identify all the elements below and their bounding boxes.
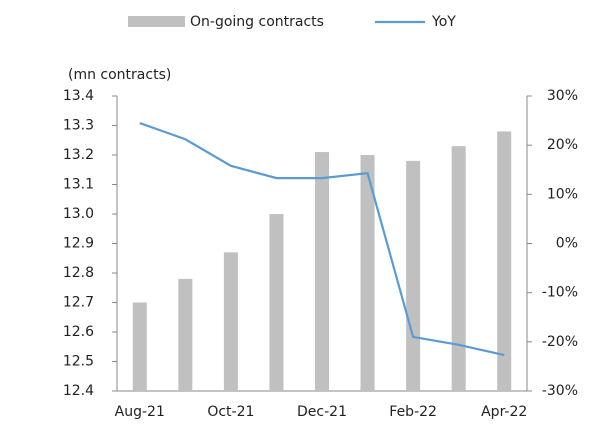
- legend-swatch: [128, 16, 185, 27]
- bar: [360, 155, 375, 391]
- x-tick-label: Oct-21: [207, 404, 254, 420]
- y-tick-label: 12.8: [63, 265, 94, 281]
- legend-label: On-going contracts: [190, 14, 324, 30]
- y2-tick-label: 10%: [547, 186, 578, 202]
- y-axis-label: (mn contracts): [68, 67, 171, 83]
- y2-tick-label: 20%: [547, 137, 578, 153]
- y-tick-label: 13.0: [63, 206, 94, 222]
- bar: [269, 214, 284, 391]
- y-tick-label: 13.3: [63, 118, 94, 134]
- x-tick-label: Aug-21: [115, 404, 165, 420]
- y-tick-label: 12.7: [63, 295, 94, 311]
- x-tick-label: Apr-22: [481, 404, 527, 420]
- y2-tick-label: -10%: [542, 285, 578, 301]
- y2-tick-label: 0%: [556, 236, 578, 252]
- y-tick-label: 13.2: [63, 147, 94, 163]
- y2-tick-label: 30%: [547, 88, 578, 104]
- y-tick-label: 12.9: [63, 236, 94, 252]
- y2-tick-label: -20%: [542, 334, 578, 350]
- y2-tick-label: -30%: [542, 383, 578, 399]
- bar: [406, 160, 421, 391]
- bar: [178, 278, 193, 391]
- bar: [497, 131, 512, 391]
- bar: [315, 152, 329, 391]
- x-tick-label: Feb-22: [389, 404, 437, 420]
- y-tick-label: 12.6: [63, 324, 94, 340]
- y-tick-label: 13.1: [63, 177, 94, 193]
- y-tick-label: 13.4: [63, 88, 94, 104]
- y-tick-label: 12.4: [63, 383, 94, 399]
- bar: [132, 302, 147, 391]
- line: [139, 122, 505, 357]
- legend-label: YoY: [431, 14, 456, 30]
- x-tick-label: Dec-21: [297, 404, 347, 420]
- y-tick-label: 12.5: [63, 354, 94, 370]
- bar: [451, 146, 466, 391]
- bar: [223, 252, 238, 391]
